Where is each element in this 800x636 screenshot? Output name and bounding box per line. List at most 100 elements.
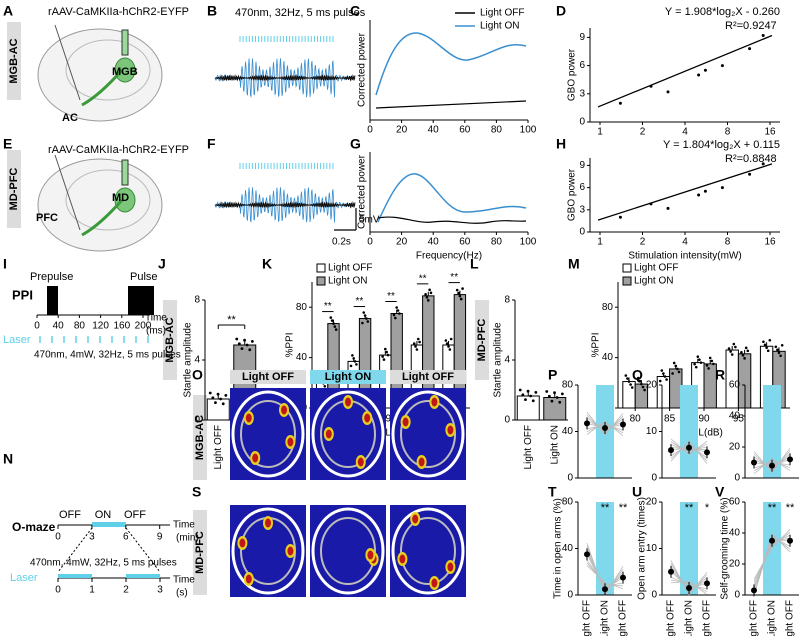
y-tick-label: 6 [579, 182, 585, 193]
equation: Y = 1.908*log₂X - 0.260 [665, 6, 780, 18]
side-label: MGB-AC [164, 317, 176, 362]
dot [707, 367, 710, 370]
y-tick-label: 80 [562, 380, 574, 391]
subject-line [753, 448, 791, 473]
legend-swatch [622, 276, 632, 286]
dot [734, 345, 737, 349]
dot [766, 349, 770, 353]
x-tick-label: 80 [630, 414, 642, 425]
side-box [7, 150, 21, 228]
legend-label: Light OFF [480, 8, 524, 19]
heat-blob [345, 397, 351, 407]
dot [330, 319, 334, 322]
dot [666, 90, 670, 94]
y-tick-label: 0 [734, 590, 740, 601]
y-tick-label: 9 [579, 32, 585, 43]
dot [418, 340, 421, 344]
y-label: GBO power [567, 48, 578, 101]
x-tick-label: 20 [396, 125, 408, 136]
heat-blob [239, 538, 246, 548]
panel-letter: O [192, 367, 203, 383]
mean-dot [686, 444, 692, 451]
subject-line [670, 440, 708, 464]
x-tick-label: 8 [725, 127, 731, 138]
dot [351, 354, 354, 357]
heat-blob [402, 417, 409, 427]
curve-on [377, 173, 527, 223]
x-tick-label: 40 [53, 321, 65, 332]
panel-letter: M [568, 256, 580, 272]
subject-line [586, 420, 624, 436]
subject-line [586, 565, 624, 590]
bar [622, 381, 636, 409]
dot [395, 306, 398, 309]
dot [703, 68, 707, 72]
significance: ** [768, 502, 777, 514]
y-tick-label: 8 [194, 295, 200, 306]
x-tick-label: 20 [396, 237, 408, 248]
dot [665, 378, 668, 381]
dot [458, 294, 462, 298]
dot [448, 348, 452, 351]
column-header: Light ON [325, 371, 371, 383]
panel-letter: S [192, 484, 201, 500]
trace-off [214, 200, 356, 209]
y-tick-label: 20 [729, 442, 741, 453]
side-box [7, 22, 21, 100]
dot [663, 375, 667, 378]
dot [660, 369, 664, 372]
dot [768, 338, 772, 342]
x-tick-label: Light ON [767, 600, 778, 636]
x-tick-label: 60 [459, 125, 471, 136]
dot [712, 362, 715, 366]
dot [224, 394, 228, 397]
column-header: Light OFF [242, 371, 294, 383]
brain-outline [65, 169, 151, 231]
y-tick-label: 0 [504, 415, 510, 426]
dot [526, 389, 530, 393]
x-tick-label: 1 [597, 237, 603, 248]
heat-blob [287, 437, 294, 447]
trace-off [214, 73, 356, 82]
mean-dot [769, 462, 775, 469]
region-label: PFC [36, 212, 58, 224]
dot [323, 384, 327, 388]
y-tick-label: 9 [579, 160, 585, 171]
dot [385, 350, 388, 354]
header-box [310, 370, 386, 384]
x-tick-label: Light OFF [582, 600, 593, 636]
dot [776, 348, 779, 352]
dot [727, 347, 731, 350]
dot [658, 379, 662, 383]
panel-letter: B [207, 3, 217, 19]
panel-letter: K [262, 256, 272, 272]
mean-dot [668, 447, 674, 454]
dot [624, 374, 628, 377]
panel-letter: C [350, 3, 360, 19]
dot [414, 345, 417, 348]
y-label: %PPI [591, 332, 602, 357]
dot [630, 386, 634, 389]
mean-dot [584, 551, 590, 558]
significance: ** [685, 502, 694, 514]
dot [555, 396, 559, 399]
dot [553, 391, 556, 395]
dot [763, 343, 767, 347]
injection-site [114, 187, 136, 213]
dot [547, 394, 551, 398]
maze-ring [391, 507, 465, 595]
dot [245, 343, 249, 347]
dot [649, 84, 653, 88]
side-box [193, 395, 207, 480]
dot [216, 392, 220, 396]
x-tick-label: 40 [428, 125, 440, 136]
prepulse [47, 286, 58, 315]
dot [748, 47, 752, 51]
x-tick-label: 0 [367, 125, 373, 136]
significance: ** [786, 502, 795, 514]
heat-blob [447, 562, 454, 572]
light-band [763, 385, 781, 478]
dot [761, 162, 765, 166]
dot [243, 338, 246, 342]
x-tick-label: 120 [92, 321, 109, 332]
